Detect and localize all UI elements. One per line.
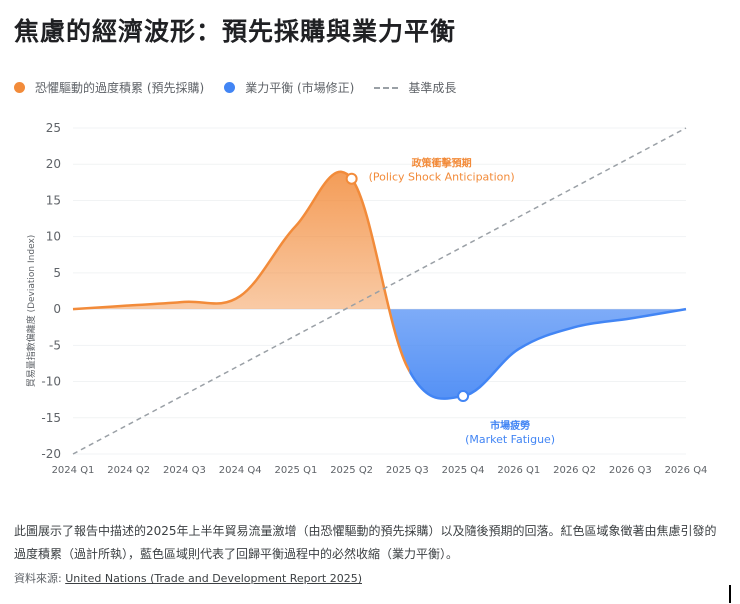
y-tick-label: 15 (46, 193, 61, 207)
legend-item-baseline[interactable]: 基準成長 (374, 79, 456, 96)
legend: 恐懼驅動的過度積累 (預先採購) 業力平衡 (市場修正) 基準成長 (14, 79, 476, 96)
orange-dot-icon (14, 82, 25, 93)
blue-dot-icon (224, 82, 236, 93)
y-tick-label: -20 (41, 447, 61, 461)
x-tick-label: 2025 Q1 (274, 465, 317, 476)
source-prefix: 資料來源: (14, 572, 66, 585)
y-tick-label: -15 (41, 411, 61, 425)
legend-item-karma[interactable]: 業力平衡 (市場修正) (224, 79, 354, 96)
annotation-subtitle: (Policy Shock Anticipation) (369, 171, 515, 184)
x-tick-label: 2024 Q4 (219, 465, 262, 476)
source-link[interactable]: United Nations (Trade and Development Re… (65, 572, 362, 585)
chart: 25 20 15 10 5 0 -5 -10 -15 -20 2024 Q1 2024 Q2 2024 … (25, 121, 708, 476)
page-title: 焦慮的經濟波形：預先採購與業力平衡 (14, 17, 457, 46)
source-line: 資料來源: United Nations (Trade and Developm… (14, 570, 362, 586)
y-tick-label: -10 (41, 375, 61, 389)
annotation-title: 政策衝擊預期 (412, 157, 472, 170)
annotation-subtitle: (Market Fatigue) (465, 433, 555, 446)
annotation-point (457, 390, 470, 403)
y-axis-label: 貿易量指數偏離度 (Deviation Index) (25, 235, 37, 388)
annotation-point (345, 172, 358, 185)
y-tick-label: 10 (46, 230, 61, 244)
legend-label: 基準成長 (408, 81, 457, 95)
series-line-karma (409, 307, 687, 400)
negative-area (389, 309, 686, 399)
legend-label: 恐懼驅動的過度積累 (預先採購) (35, 81, 205, 95)
series-line-fear (72, 170, 410, 374)
chart-description: 此圖展示了報告中描述的2025年上半年貿易流量激增（由恐懼驅動的預先採購）以及隨… (14, 524, 717, 561)
x-tick-label: 2025 Q4 (442, 465, 485, 476)
y-tick-label: 5 (53, 266, 61, 280)
x-tick-label: 2026 Q2 (553, 465, 596, 476)
x-tick-label: 2025 Q3 (386, 465, 429, 476)
x-tick-label: 2026 Q1 (497, 465, 540, 476)
legend-item-fear[interactable]: 恐懼驅動的過度積累 (預先採購) (14, 79, 204, 96)
y-tick-label: 25 (46, 121, 61, 135)
x-tick-label: 2026 Q4 (665, 465, 708, 476)
x-tick-label: 2024 Q3 (163, 465, 206, 476)
baseline-line (72, 127, 687, 455)
dashed-line-icon (374, 86, 399, 89)
x-tick-label: 2026 Q3 (609, 465, 652, 476)
x-tick-label: 2024 Q1 (52, 465, 95, 476)
y-tick-label: 20 (46, 157, 61, 171)
annotation-title: 市場疲勞 (490, 419, 530, 432)
x-tick-label: 2025 Q2 (330, 465, 373, 476)
y-tick-label: 0 (53, 302, 61, 316)
legend-label: 業力平衡 (市場修正) (245, 81, 355, 95)
y-tick-label: -5 (49, 338, 61, 352)
x-tick-label: 2024 Q2 (107, 465, 150, 476)
positive-area (73, 171, 686, 310)
text-cursor (729, 585, 731, 603)
